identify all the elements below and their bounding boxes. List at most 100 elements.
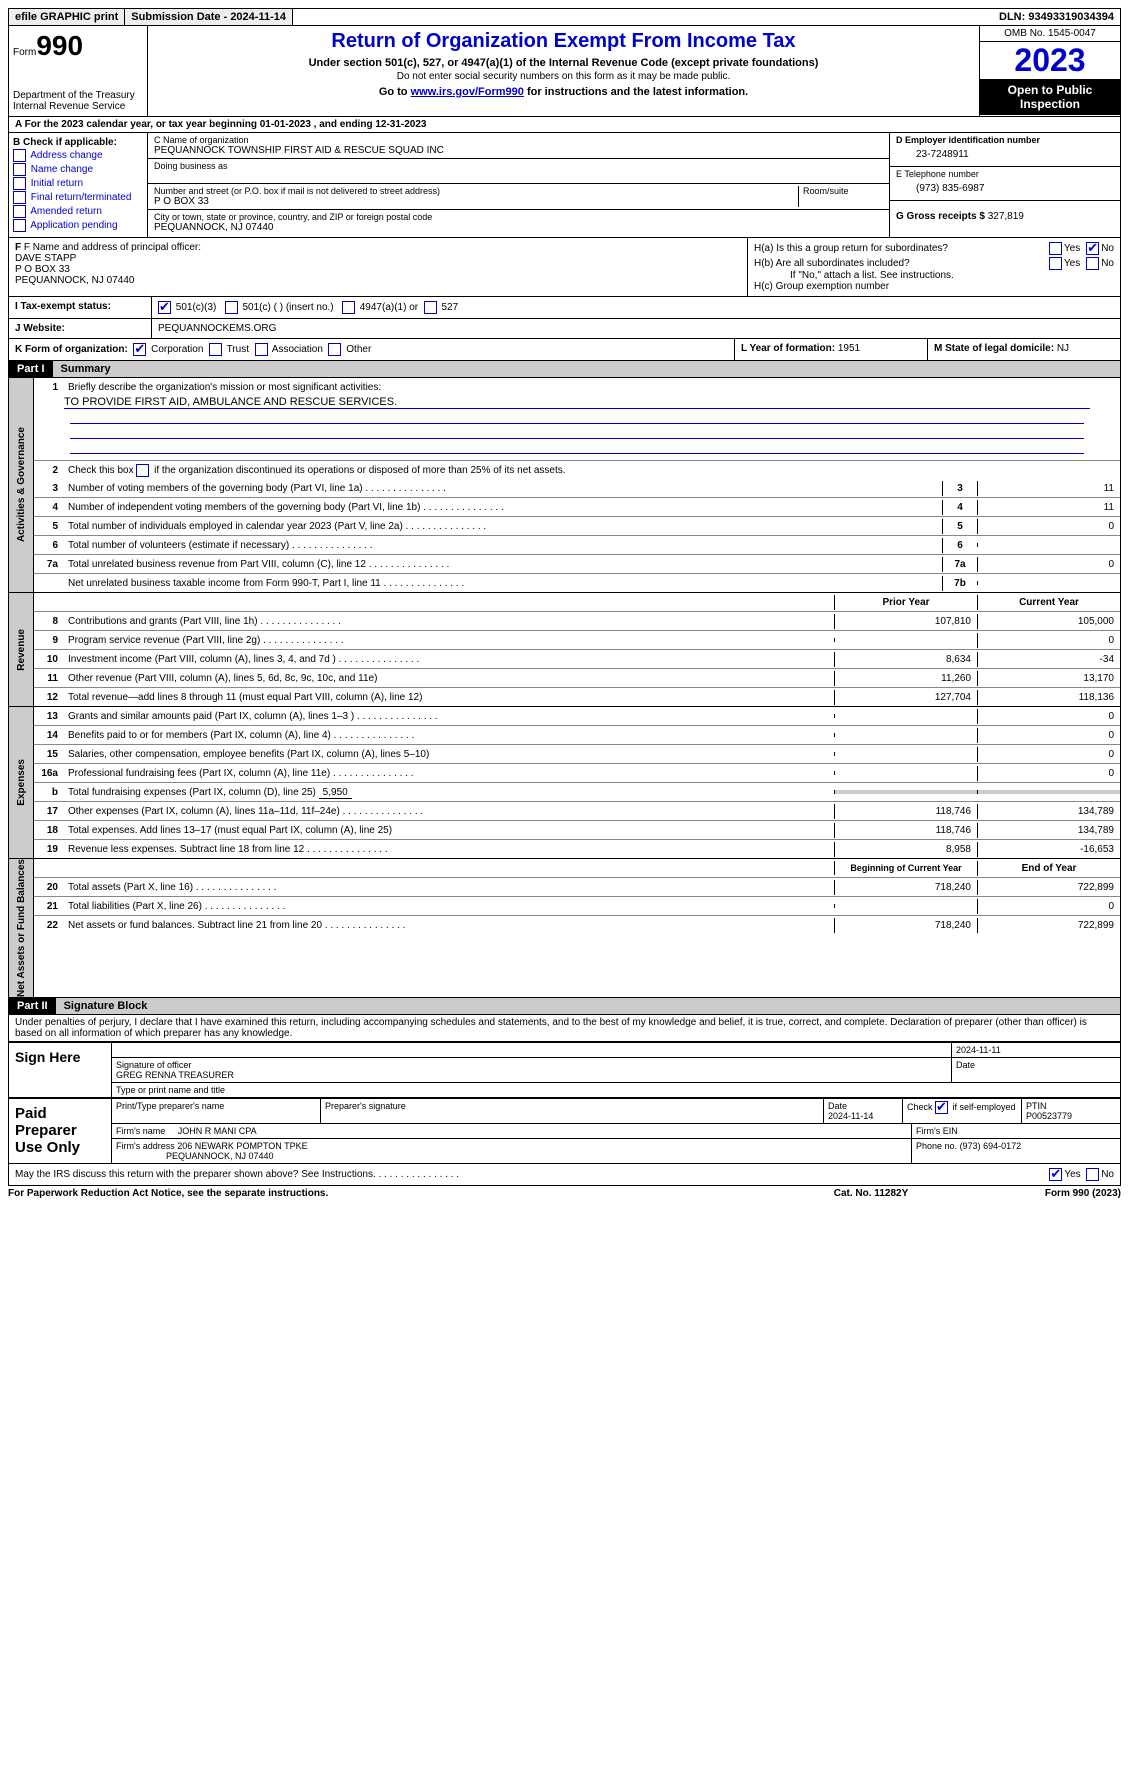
line19-desc: Revenue less expenses. Subtract line 18 …: [64, 842, 834, 857]
line12-desc: Total revenue—add lines 8 through 11 (mu…: [64, 690, 834, 705]
line9-curr: 0: [977, 633, 1120, 648]
hb-note: If "No," attach a list. See instructions…: [754, 270, 1114, 281]
part2-title: Signature Block: [56, 998, 1120, 1014]
chk-other[interactable]: [328, 343, 341, 356]
chk-initial-return[interactable]: Initial return: [13, 177, 143, 190]
hb-no[interactable]: [1086, 257, 1099, 270]
line7b-val: [977, 581, 1120, 585]
expenses-label: Expenses: [16, 759, 27, 806]
line11-curr: 13,170: [977, 671, 1120, 686]
room-label: Room/suite: [803, 186, 883, 196]
hb-label: H(b) Are all subordinates included?: [754, 258, 1049, 269]
line18-prior: 118,746: [834, 823, 977, 838]
line13-desc: Grants and similar amounts paid (Part IX…: [64, 709, 834, 724]
line20-end: 722,899: [977, 880, 1120, 895]
firm-addr2: PEQUANNOCK, NJ 07440: [166, 1151, 274, 1161]
cat-no: Cat. No. 11282Y: [771, 1188, 971, 1199]
form-word: Form: [13, 47, 36, 58]
line16b-desc: Total fundraising expenses (Part IX, col…: [64, 785, 834, 800]
part1-header: Part I Summary: [8, 361, 1121, 378]
j-label: J Website:: [9, 319, 152, 338]
line2-desc: Check this box if the organization disco…: [64, 462, 1120, 479]
form-title: Return of Organization Exempt From Incom…: [152, 30, 975, 53]
prep-date: 2024-11-14: [828, 1111, 873, 1121]
part2-label: Part II: [9, 998, 56, 1014]
chk-discontinued[interactable]: [136, 464, 149, 477]
line10-curr: -34: [977, 652, 1120, 667]
line1-desc: Briefly describe the organization's miss…: [64, 380, 1120, 395]
officer-label: F F Name and address of principal office…: [15, 242, 741, 253]
dln: DLN: 93493319034394: [993, 9, 1120, 25]
chk-corporation[interactable]: [133, 343, 146, 356]
line22-begin: 718,240: [834, 918, 977, 933]
line3-val: 11: [977, 481, 1120, 496]
website-row: J Website: PEQUANNOCKEMS.ORG: [8, 319, 1121, 339]
form-number: 990: [36, 30, 83, 61]
footer: For Paperwork Reduction Act Notice, see …: [8, 1186, 1121, 1201]
line14-desc: Benefits paid to or for members (Part IX…: [64, 728, 834, 743]
i-label: I Tax-exempt status:: [9, 297, 152, 318]
line21-begin: [834, 904, 977, 908]
irs-link[interactable]: www.irs.gov/Form990: [411, 86, 524, 98]
chk-application-pending[interactable]: Application pending: [13, 219, 143, 232]
line13-prior: [834, 714, 977, 718]
firm-addr1: 206 NEWARK POMPTON TPKE: [177, 1141, 307, 1151]
ptin: P00523779: [1026, 1111, 1072, 1121]
line20-desc: Total assets (Part X, line 16): [64, 880, 834, 895]
line12-prior: 127,704: [834, 690, 977, 705]
revenue-section: Revenue Prior YearCurrent Year 8Contribu…: [8, 593, 1121, 707]
gross-receipts: 327,819: [988, 211, 1024, 222]
line16a-curr: 0: [977, 766, 1120, 781]
chk-name-change[interactable]: Name change: [13, 163, 143, 176]
m-label: M State of legal domicile:: [934, 343, 1054, 354]
line15-desc: Salaries, other compensation, employee b…: [64, 747, 834, 762]
sign-here-label: Sign Here: [9, 1043, 112, 1097]
line22-end: 722,899: [977, 918, 1120, 933]
sig-declaration: Under penalties of perjury, I declare th…: [8, 1015, 1121, 1042]
chk-527[interactable]: [424, 301, 437, 314]
chk-amended-return[interactable]: Amended return: [13, 205, 143, 218]
line15-curr: 0: [977, 747, 1120, 762]
part1-title: Summary: [53, 361, 1120, 377]
chk-address-change[interactable]: Address change: [13, 149, 143, 162]
chk-final-return[interactable]: Final return/terminated: [13, 191, 143, 204]
entity-block: B Check if applicable: Address change Na…: [8, 133, 1121, 238]
ein-label: D Employer identification number: [896, 135, 1114, 145]
year-formation: 1951: [838, 343, 860, 354]
line6-desc: Total number of volunteers (estimate if …: [64, 538, 942, 553]
paid-preparer-label: Paid Preparer Use Only: [9, 1099, 112, 1163]
expenses-section: Expenses 13Grants and similar amounts pa…: [8, 707, 1121, 859]
org-form-row: K Form of organization: Corporation Trus…: [8, 339, 1121, 361]
efile-print-button[interactable]: efile GRAPHIC print: [9, 9, 125, 25]
ha-no[interactable]: [1086, 242, 1099, 255]
paperwork-notice: For Paperwork Reduction Act Notice, see …: [8, 1188, 771, 1199]
chk-501c3[interactable]: [158, 301, 171, 314]
line21-end: 0: [977, 899, 1120, 914]
officer-addr2: PEQUANNOCK, NJ 07440: [15, 275, 741, 286]
net-assets-label: Net Assets or Fund Balances: [16, 859, 27, 997]
hb-yes[interactable]: [1049, 257, 1062, 270]
website-value: PEQUANNOCKEMS.ORG: [152, 319, 1120, 338]
l-label: L Year of formation:: [741, 343, 835, 354]
chk-association[interactable]: [255, 343, 268, 356]
chk-4947[interactable]: [342, 301, 355, 314]
chk-self-employed[interactable]: Check if self-employed: [903, 1099, 1022, 1123]
chk-501c[interactable]: [225, 301, 238, 314]
prep-phone: (973) 694-0172: [960, 1141, 1022, 1151]
officer-name: DAVE STAPP: [15, 253, 741, 264]
chk-trust[interactable]: [209, 343, 222, 356]
line22-desc: Net assets or fund balances. Subtract li…: [64, 918, 834, 933]
line15-prior: [834, 752, 977, 756]
section-a-tax-year: A For the 2023 calendar year, or tax yea…: [8, 117, 1121, 133]
ein: 23-7248911: [896, 145, 1114, 164]
org-name: PEQUANNOCK TOWNSHIP FIRST AID & RESCUE S…: [154, 145, 883, 156]
gross-receipts-label: G Gross receipts $: [896, 211, 985, 222]
line7a-val: 0: [977, 557, 1120, 572]
line14-prior: [834, 733, 977, 737]
discuss-no[interactable]: [1086, 1168, 1099, 1181]
section-b-header: B Check if applicable:: [13, 137, 143, 148]
governance-label: Activities & Governance: [16, 427, 27, 542]
discuss-yes[interactable]: [1049, 1168, 1062, 1181]
line13-curr: 0: [977, 709, 1120, 724]
ha-yes[interactable]: [1049, 242, 1062, 255]
